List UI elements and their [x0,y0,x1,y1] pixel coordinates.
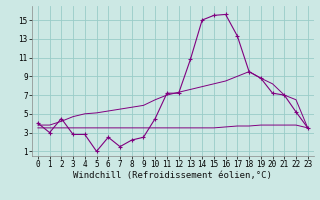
X-axis label: Windchill (Refroidissement éolien,°C): Windchill (Refroidissement éolien,°C) [73,171,272,180]
